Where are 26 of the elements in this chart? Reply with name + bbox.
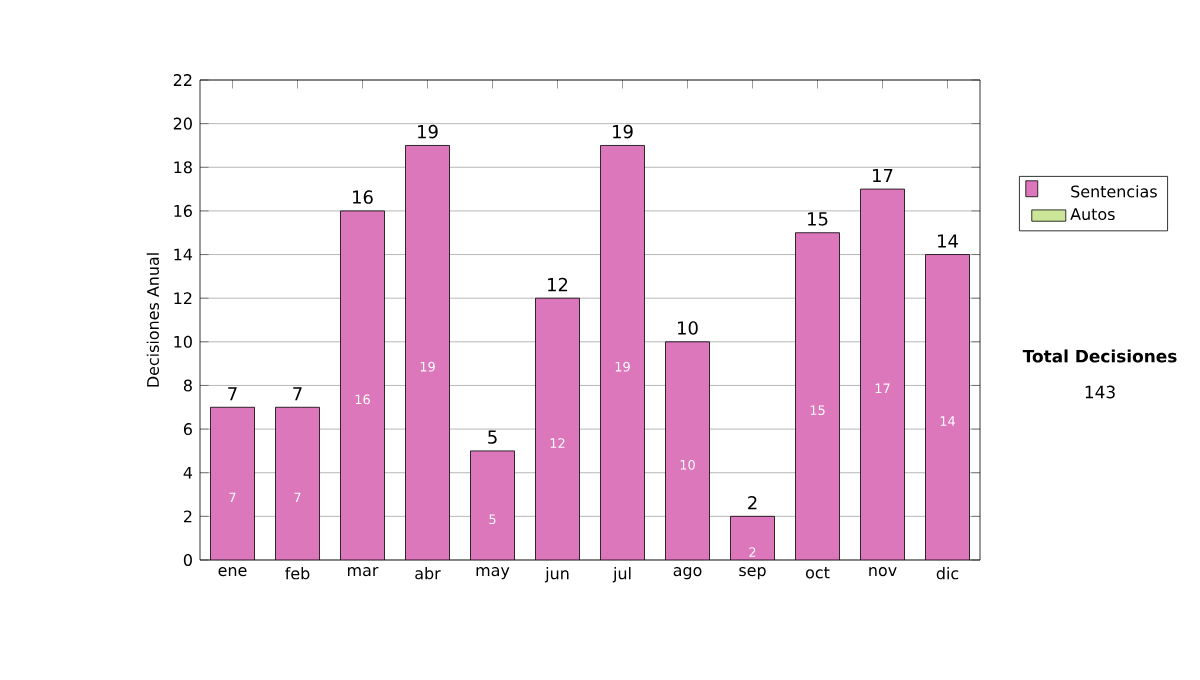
total-label: 2 — [748, 496, 757, 510]
bar — [340, 210, 385, 560]
total-label: 12 — [548, 277, 568, 292]
total-label: 19 — [418, 124, 438, 139]
bar — [600, 145, 645, 560]
total-label: 15 — [808, 212, 828, 226]
bar — [275, 407, 320, 560]
total-label: 16 — [353, 190, 373, 204]
text: Total Decisiones — [1022, 349, 1177, 363]
bar — [535, 298, 580, 560]
bar — [925, 254, 970, 560]
bar — [730, 516, 775, 560]
total-label: 10 — [678, 321, 698, 335]
total-label: 19 — [613, 124, 633, 139]
bar — [470, 450, 515, 560]
total-label: 7 — [293, 387, 302, 401]
bar — [405, 145, 450, 560]
bar — [795, 232, 840, 560]
bar — [210, 407, 255, 560]
bar — [860, 189, 905, 560]
bar — [665, 341, 710, 560]
total-label: 14 — [938, 234, 958, 248]
total-label: 5 — [488, 430, 497, 444]
text: 143 — [1085, 385, 1115, 399]
total-label: 17 — [873, 168, 893, 183]
total-label: 7 — [228, 387, 237, 401]
